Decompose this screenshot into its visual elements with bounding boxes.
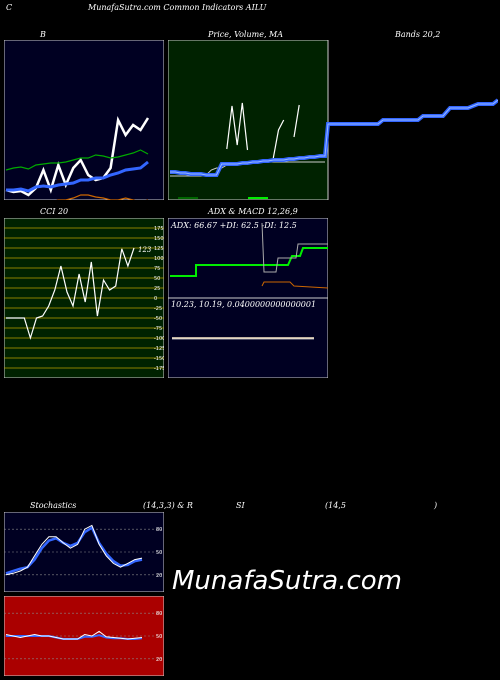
osc-tick-label: 20 <box>156 657 162 663</box>
cci-line <box>6 247 135 341</box>
price-ma-chart <box>168 40 498 200</box>
upper-band <box>5 149 149 171</box>
cci-tick-label: -125 <box>154 346 164 352</box>
osc-tick-label: 20 <box>156 573 162 579</box>
band-line-inner <box>170 99 498 176</box>
title-bands: Bands 20,2 <box>395 30 441 39</box>
fast-line <box>5 630 143 640</box>
price-line <box>293 104 300 138</box>
cci-tick-label: 75 <box>154 266 160 272</box>
lower-band <box>55 194 148 200</box>
adx-line <box>170 247 328 277</box>
cci-tick-label: -175 <box>154 366 164 372</box>
cci-last-value: 123 <box>138 246 152 254</box>
plus-di-line <box>261 222 328 273</box>
title-rsi-close: ) <box>434 501 438 510</box>
title-price-ma: Price, Volume, MA <box>208 30 284 39</box>
title-rsi-params: (14,5 <box>325 501 346 510</box>
cci-chart: 175 150 125 100 75 50 25 0 -25 -50 -75 -100 -125 -150… <box>4 218 164 378</box>
cci-tick-label: -100 <box>154 336 164 342</box>
cci-tick-label: -25 <box>154 306 162 312</box>
title-cci: CCI 20 <box>40 207 69 216</box>
cci-tick-label: -75 <box>154 326 162 332</box>
adx-frame <box>168 218 328 299</box>
header-title: MunafaSutra.com Common Indicators AILU <box>88 3 267 12</box>
header-letter: C <box>6 3 13 12</box>
cci-tick-label: 25 <box>154 286 160 292</box>
middle-band <box>6 160 149 193</box>
cci-tick-label: -150 <box>154 356 164 362</box>
osc-tick-label: 80 <box>156 611 162 617</box>
bollinger-frame <box>4 40 164 200</box>
cci-tick-label: 0 <box>154 296 157 302</box>
fast-line <box>5 524 143 576</box>
cci-tick-label: 100 <box>154 256 164 262</box>
watermark: MunafaSutra.com <box>172 566 403 596</box>
macd-readout: 10.23, 10.19, 0.0400000000000001 <box>171 300 316 309</box>
adx-macd-chart: ADX: 66.67 +DI: 62.5 -DI: 12.5 10.23, 10… <box>168 218 328 378</box>
osc-tick-label: 50 <box>156 634 162 640</box>
price-line <box>5 115 150 197</box>
rsi-chart: 80 50 20 <box>4 596 164 676</box>
title-stoch-params: (14,3,3) & R <box>143 501 193 510</box>
cci-tick-label: 125 <box>154 246 164 252</box>
adx-readout: ADX: 66.67 +DI: 62.5 -DI: 12.5 <box>170 221 297 230</box>
title-adx-macd: ADX & MACD 12,26,9 <box>208 207 298 216</box>
title-rsi: SI <box>236 501 245 510</box>
title-bollinger-b: B <box>40 30 46 39</box>
minus-di-line <box>261 281 328 289</box>
osc-tick-label: 50 <box>156 550 162 556</box>
osc-tick-label: 80 <box>156 527 162 533</box>
price-line <box>272 119 285 159</box>
stochastics-chart: 80 50 20 <box>4 512 164 592</box>
cci-tick-label: 150 <box>154 236 164 242</box>
cci-tick-label: 175 <box>154 226 164 232</box>
title-stochastics: Stochastics <box>30 501 77 510</box>
cci-tick-label: -50 <box>154 316 162 322</box>
price-line <box>226 102 249 151</box>
cci-tick-label: 50 <box>154 276 160 282</box>
bollinger-chart <box>4 40 164 200</box>
